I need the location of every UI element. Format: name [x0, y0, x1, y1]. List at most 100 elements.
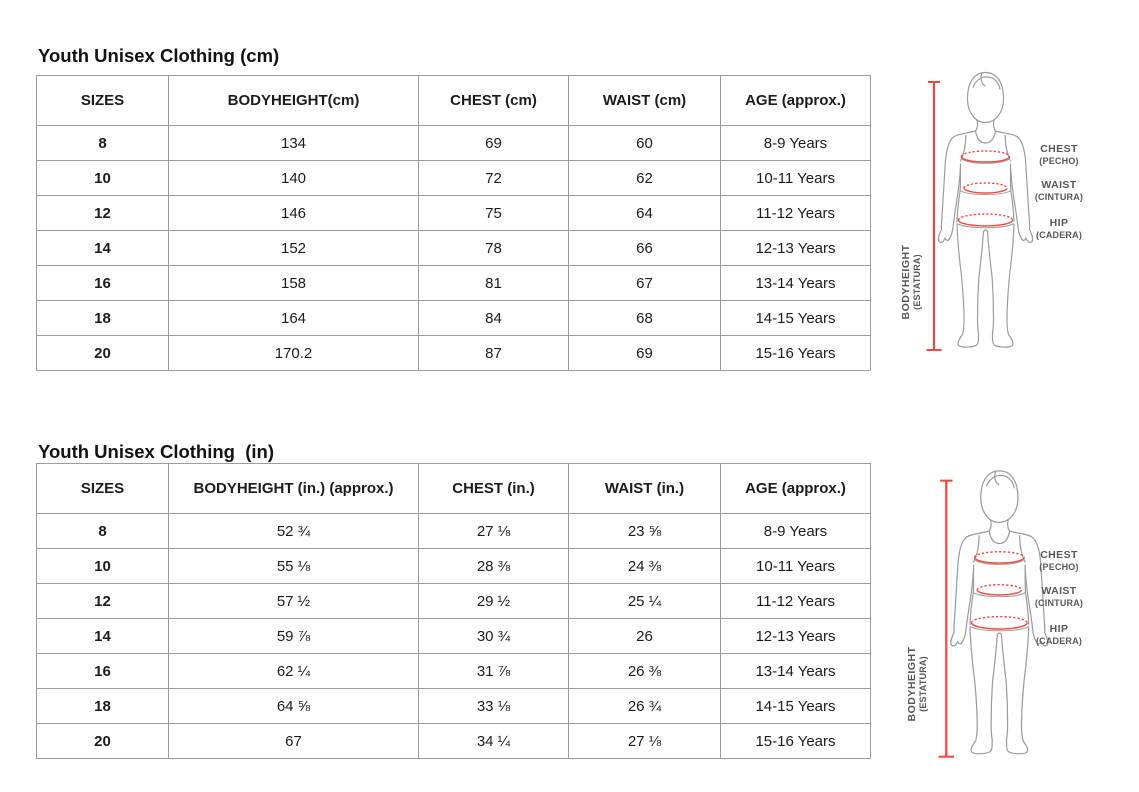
value-cell: 87 [418, 335, 569, 371]
column-header: WAIST (in.) [568, 463, 721, 514]
value-cell: 69 [568, 335, 721, 371]
value-cell: 10-11 Years [720, 548, 871, 584]
header-row: SIZES BODYHEIGHT (in.) (approx.) CHEST (in… [36, 463, 871, 514]
value-cell: 59 ⅞ [168, 618, 419, 654]
value-cell: 62 [568, 160, 721, 196]
table-row: 10 55 ⅛ 28 ⅜ 24 ⅜ 10-11 Years [36, 548, 871, 584]
waist-label: WAIST (CINTURA) [1034, 585, 1084, 608]
column-header: BODYHEIGHT (in.) (approx.) [168, 463, 419, 514]
table-row: 8 134 69 60 8-9 Years [36, 125, 871, 161]
value-cell: 66 [568, 230, 721, 266]
table-row: 20 67 34 ¼ 27 ⅛ 15-16 Years [36, 723, 871, 759]
column-header: CHEST (cm) [418, 75, 569, 126]
value-cell: 25 ¼ [568, 583, 721, 619]
table-row: 12 146 75 64 11-12 Years [36, 195, 871, 231]
size-cell: 16 [36, 653, 169, 689]
value-cell: 29 ½ [418, 583, 569, 619]
value-cell: 78 [418, 230, 569, 266]
value-cell: 146 [168, 195, 419, 231]
value-cell: 75 [418, 195, 569, 231]
value-cell: 57 ½ [168, 583, 419, 619]
bodyheight-measure-line [926, 81, 942, 351]
table-row: 8 52 ¾ 27 ⅛ 23 ⅝ 8-9 Years [36, 513, 871, 549]
column-header: SIZES [36, 75, 169, 126]
hip-label: HIP (CADERA) [1035, 217, 1083, 240]
value-cell: 158 [168, 265, 419, 301]
column-header: AGE (approx.) [720, 75, 871, 126]
size-cell: 12 [36, 195, 169, 231]
value-cell: 8-9 Years [720, 125, 871, 161]
value-cell: 28 ⅜ [418, 548, 569, 584]
value-cell: 62 ¼ [168, 653, 419, 689]
size-cell: 18 [36, 688, 169, 724]
value-cell: 13-14 Years [720, 653, 871, 689]
value-cell: 134 [168, 125, 419, 161]
value-cell: 164 [168, 300, 419, 336]
table-row: 18 164 84 68 14-15 Years [36, 300, 871, 336]
column-header: AGE (approx.) [720, 463, 871, 514]
value-cell: 23 ⅝ [568, 513, 721, 549]
value-cell: 12-13 Years [720, 618, 871, 654]
table-row: 18 64 ⅝ 33 ⅛ 26 ¾ 14-15 Years [36, 688, 871, 724]
bodyheight-label: BODYHEIGHT (ESTATURA) [906, 646, 928, 722]
value-cell: 10-11 Years [720, 160, 871, 196]
value-cell: 14-15 Years [720, 688, 871, 724]
column-header: SIZES [36, 463, 169, 514]
value-cell: 27 ⅛ [418, 513, 569, 549]
value-cell: 84 [418, 300, 569, 336]
value-cell: 140 [168, 160, 419, 196]
value-cell: 152 [168, 230, 419, 266]
size-table-cm: SIZES BODYHEIGHT(cm) CHEST (cm) WAIST (cm) A… [36, 75, 871, 371]
table-row: 20 170.2 87 69 15-16 Years [36, 335, 871, 371]
value-cell: 12-13 Years [720, 230, 871, 266]
body-figure-illustration [926, 71, 1034, 351]
size-table-in: SIZES BODYHEIGHT (in.) (approx.) CHEST (in… [36, 463, 871, 759]
size-cell: 20 [36, 335, 169, 371]
value-cell: 64 [568, 195, 721, 231]
size-cell: 10 [36, 160, 169, 196]
value-cell: 64 ⅝ [168, 688, 419, 724]
value-cell: 34 ¼ [418, 723, 569, 759]
size-cell: 10 [36, 548, 169, 584]
value-cell: 11-12 Years [720, 583, 871, 619]
table-row: 10 140 72 62 10-11 Years [36, 160, 871, 196]
hair-swoosh [980, 72, 986, 87]
value-cell: 69 [418, 125, 569, 161]
size-cell: 14 [36, 230, 169, 266]
value-cell: 11-12 Years [720, 195, 871, 231]
value-cell: 55 ⅛ [168, 548, 419, 584]
value-cell: 27 ⅛ [568, 723, 721, 759]
hair-line [972, 76, 1001, 90]
column-header: CHEST (in.) [418, 463, 569, 514]
size-diagram-in: CHEST (PECHO) WAIST (CINTURA) HIP (CADER… [890, 452, 1139, 792]
table-row: 16 62 ¼ 31 ⅞ 26 ⅜ 13-14 Years [36, 653, 871, 689]
value-cell: 67 [568, 265, 721, 301]
value-cell: 8-9 Years [720, 513, 871, 549]
size-diagram-cm: CHEST (PECHO) WAIST (CINTURA) HIP (CADER… [890, 60, 1139, 400]
value-cell: 170.2 [168, 335, 419, 371]
chest-label: CHEST (PECHO) [1039, 143, 1079, 166]
size-cell: 12 [36, 583, 169, 619]
value-cell: 31 ⅞ [418, 653, 569, 689]
table-row: 16 158 81 67 13-14 Years [36, 265, 871, 301]
column-header: WAIST (cm) [568, 75, 721, 126]
hip-label: HIP (CADERA) [1035, 623, 1083, 646]
table-row: 14 152 78 66 12-13 Years [36, 230, 871, 266]
value-cell: 14-15 Years [720, 300, 871, 336]
value-cell: 13-14 Years [720, 265, 871, 301]
value-cell: 67 [168, 723, 419, 759]
hip-measure-ellipse [957, 213, 1014, 227]
waist-measure-ellipse [963, 182, 1008, 194]
size-cell: 20 [36, 723, 169, 759]
garment-lines [957, 159, 1014, 229]
section-title-cm: Youth Unisex Clothing (cm) [38, 45, 280, 67]
body-outline [937, 71, 1034, 348]
column-header: BODYHEIGHT(cm) [168, 75, 419, 126]
chest-label: CHEST (PECHO) [1039, 549, 1079, 572]
value-cell: 26 ⅜ [568, 653, 721, 689]
waist-label: WAIST (CINTURA) [1034, 179, 1084, 202]
value-cell: 68 [568, 300, 721, 336]
value-cell: 30 ¾ [418, 618, 569, 654]
header-row: SIZES BODYHEIGHT(cm) CHEST (cm) WAIST (cm) A… [36, 75, 871, 126]
value-cell: 15-16 Years [720, 335, 871, 371]
